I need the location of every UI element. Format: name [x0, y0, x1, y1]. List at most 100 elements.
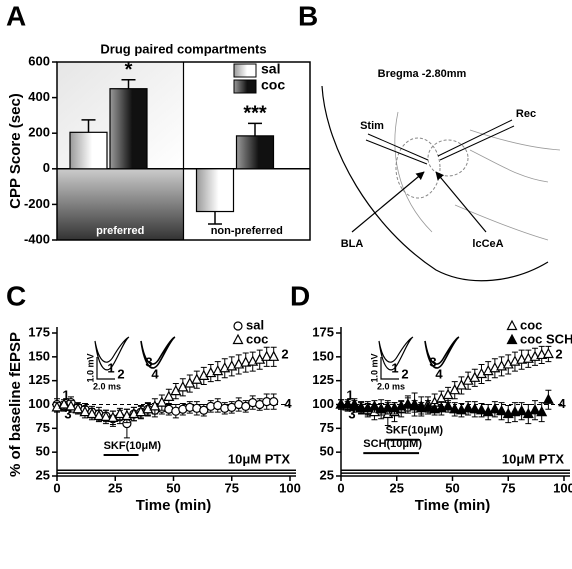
x-tick-label: 25: [390, 480, 404, 495]
scale-label: 2.0 ms: [93, 381, 121, 391]
x-tick-label: 100: [279, 480, 301, 495]
brain-detail: [394, 111, 561, 241]
y-tick-label: 400: [28, 89, 50, 104]
inset-trace: [424, 336, 460, 369]
category-label: preferred: [96, 225, 144, 237]
scale-bar: [96, 357, 115, 380]
error-bar: [208, 211, 222, 225]
y-tick-label: 150: [28, 348, 50, 363]
marker: [163, 390, 175, 401]
marker: [100, 410, 112, 421]
marker: [86, 407, 98, 419]
marker: [233, 321, 243, 331]
marker: [198, 369, 210, 380]
x-tick-label: 25: [108, 480, 122, 495]
legend-label: coc SCH: [520, 331, 572, 346]
legend-swatch: [233, 63, 257, 78]
treatment-label: SCH(10μM): [363, 438, 422, 450]
error-bar: [248, 122, 262, 136]
marker: [516, 404, 528, 416]
legend-label: sal: [261, 61, 280, 77]
marker: [241, 401, 251, 412]
stim-electrode: [365, 133, 429, 165]
marker: [156, 396, 168, 407]
trace-label: 4: [558, 396, 566, 411]
y-tick-label: -200: [24, 196, 50, 211]
bar: [69, 131, 108, 170]
trace-label: 3: [64, 406, 71, 421]
marker: [261, 350, 273, 361]
marker: [58, 398, 70, 409]
panel-letter: C: [6, 280, 26, 311]
marker: [79, 405, 91, 417]
brain-outline: [321, 85, 549, 282]
marker: [368, 400, 380, 411]
y-tick-label: 25: [320, 467, 334, 482]
significance-label: *: [125, 59, 133, 81]
scale-label: 2.0 ms: [377, 381, 405, 391]
scale-label: 1.0 mV: [369, 353, 379, 382]
marker: [489, 402, 501, 414]
y-tick-label: 175: [28, 324, 50, 339]
y-tick-label: 50: [320, 444, 334, 459]
y-axis-label: % of baseline fEPSP: [7, 332, 24, 477]
marker: [135, 405, 147, 417]
inset-trace: [94, 336, 130, 371]
marker: [199, 405, 209, 415]
trace-label: 1: [346, 387, 353, 402]
y-tick-label: 0: [43, 160, 50, 175]
y-tick-label: 75: [320, 420, 334, 435]
marker: [269, 397, 279, 407]
error-bar: [121, 79, 136, 89]
marker: [65, 400, 77, 411]
marker: [212, 364, 224, 376]
marker: [402, 398, 414, 409]
panel-b: B Bregma -2.80mm Stim Rec BLA lcCeA: [298, 0, 561, 282]
inset-trace: [140, 336, 176, 369]
legend-label: coc: [261, 77, 285, 93]
trace-label: 1: [62, 387, 69, 402]
inset-trace-label: 4: [435, 366, 443, 381]
x-axis-label: Time (min): [136, 497, 212, 514]
y-tick-label: -400: [24, 231, 50, 246]
inset-trace-label: 4: [151, 366, 159, 381]
y-tick-label: 175: [312, 324, 334, 339]
marker: [506, 333, 518, 345]
marker: [142, 402, 154, 414]
x-tick-label: 0: [53, 480, 60, 495]
inset-trace-label: 3: [429, 354, 436, 369]
bar: [195, 168, 235, 213]
bla-region: [395, 137, 441, 199]
error-bar: [81, 119, 96, 133]
marker: [542, 393, 554, 404]
diagram-label: Stim: [360, 120, 384, 132]
trace-label: 4: [284, 396, 292, 411]
marker: [449, 402, 461, 414]
inset-trace-label: 1: [107, 360, 114, 375]
marker: [93, 409, 105, 421]
chart-title: Drug paired compartments: [100, 41, 266, 56]
x-tick-label: 50: [166, 480, 180, 495]
scale-label: 1.0 mV: [85, 353, 95, 382]
y-axis-label: CPP Score (sec): [7, 93, 24, 209]
marker: [475, 403, 487, 415]
inset-trace-label: 1: [391, 360, 398, 375]
marker: [232, 333, 244, 345]
cea-arrow: [435, 171, 487, 233]
bla-arrow: [351, 171, 425, 233]
marker: [355, 401, 367, 412]
marker: [254, 353, 266, 364]
significance-label: ***: [243, 103, 267, 125]
marker: [268, 350, 280, 361]
legend-label: sal: [246, 317, 264, 332]
bar: [109, 88, 148, 170]
marker: [51, 401, 63, 412]
x-tick-label: 75: [225, 480, 239, 495]
y-tick-label: 100: [28, 396, 50, 411]
diagram-title: Bregma -2.80mm: [378, 68, 467, 80]
x-tick-label: 75: [501, 480, 515, 495]
y-tick-label: 600: [28, 53, 50, 68]
legend-label: coc: [520, 317, 542, 332]
panel-letter: A: [6, 0, 26, 31]
